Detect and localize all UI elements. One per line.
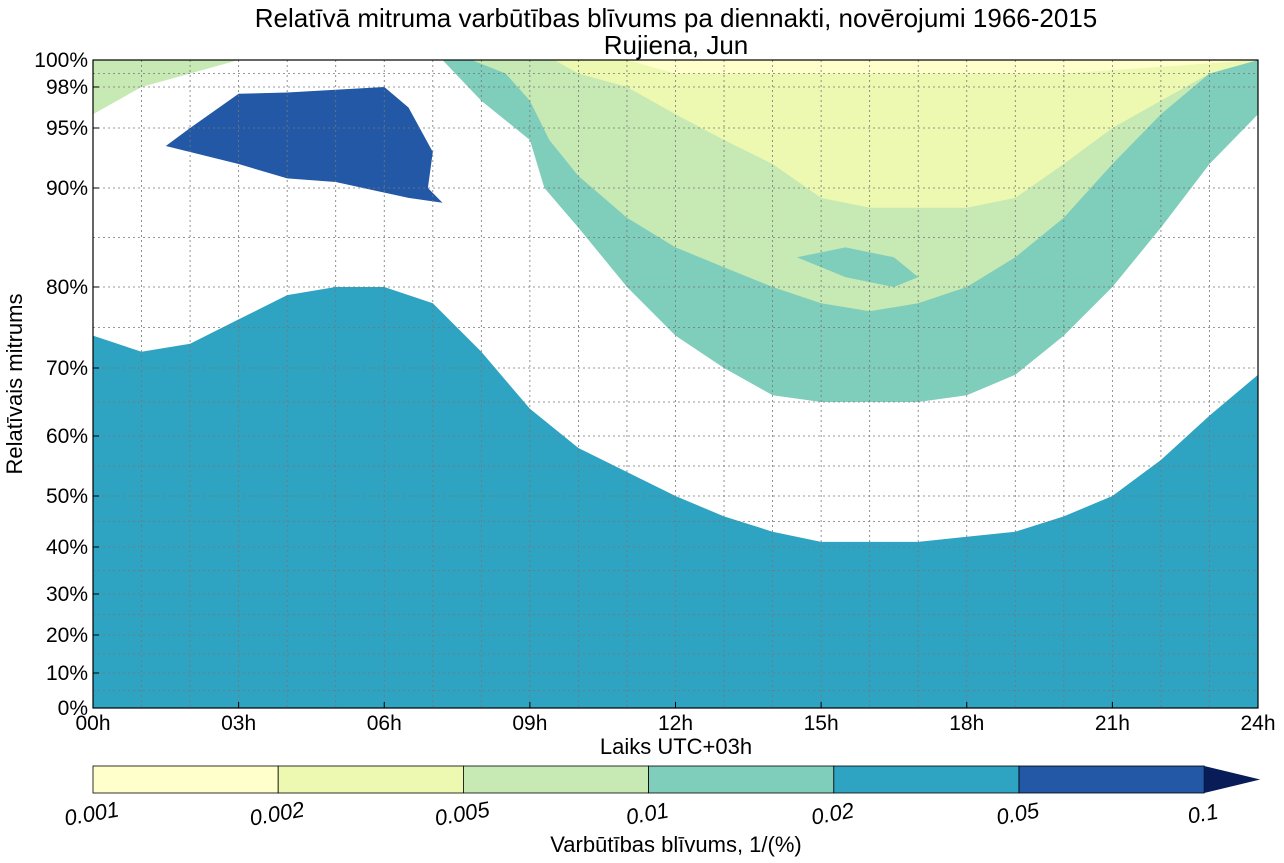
dark-core-0.05 [165, 87, 443, 203]
inner-spot-0.01 [796, 247, 919, 287]
y-tick-label: 60% [46, 425, 88, 448]
colorbar-tick-label: 0.05 [994, 797, 1041, 829]
contour-band-4 [93, 287, 1258, 708]
y-tick-label: 95% [46, 117, 88, 140]
y-tick-label: 70% [46, 357, 88, 380]
x-axis-label: Laiks UTC+03h [600, 734, 752, 759]
colorbar-tick-label: 0.002 [248, 797, 307, 831]
colorbar-segment [1018, 765, 1205, 794]
chart-subtitle: Rujiena, Jun [604, 30, 749, 60]
chart-title: Relatīvā mitruma varbūtības blīvums pa d… [255, 3, 1098, 33]
y-tick-label: 30% [46, 583, 88, 606]
top-left-band [93, 60, 443, 115]
colorbar-segment [833, 765, 1020, 794]
colorbar-extend-arrow [1204, 766, 1261, 793]
y-tick-label: 40% [46, 536, 88, 559]
x-tick-label: 09h [512, 712, 547, 735]
colorbar-tick-label: 0.005 [433, 796, 492, 830]
y-tick-label: 80% [46, 276, 88, 299]
y-tick-label: 20% [46, 624, 88, 647]
x-axis: 00h 03h 06h 09h 12h 15h 18h 21h 24h [75, 702, 1276, 735]
colorbar-tick-label: 0.001 [62, 797, 121, 831]
y-tick-label: 98% [46, 76, 88, 99]
colorbar-label: Varbūtības blīvums, 1/(%) [550, 832, 801, 857]
x-tick-label: 21h [1095, 712, 1130, 735]
colorbar-tick-label: 0.02 [809, 798, 856, 830]
x-tick-label: 03h [221, 712, 256, 735]
x-tick-label: 06h [367, 712, 402, 735]
x-tick-label: 15h [804, 712, 839, 735]
x-tick-label: 00h [75, 712, 110, 735]
colorbar-tick-label: 0.01 [624, 798, 671, 830]
x-tick-label: 18h [949, 712, 984, 735]
colorbar-segment [92, 765, 279, 794]
y-axis: 0% 10% 20% 30% 40% 50% 60% 70% 80% 90% 95% 98% 100% [34, 49, 99, 720]
y-tick-label: 50% [46, 485, 88, 508]
y-axis-label: Relatīvais mitrums [2, 294, 27, 475]
y-tick-label: 10% [46, 662, 88, 685]
colorbar-segment [648, 765, 835, 794]
colorbar-segment [462, 765, 649, 794]
y-tick-label: 100% [34, 49, 88, 72]
inner-band-0.002 [554, 60, 1258, 208]
x-tick-label: 24h [1240, 712, 1275, 735]
colorbar-segment [277, 765, 464, 794]
colorbar-tick-label: 0.1 [1186, 799, 1220, 829]
y-tick-label: 90% [46, 177, 88, 200]
colorbar: 0.001 0.002 0.005 0.01 0.02 0.05 0.1 [62, 765, 1261, 831]
x-tick-label: 12h [658, 712, 693, 735]
inner-band-0.001 [627, 60, 1258, 74]
y-tick-label: 0% [58, 697, 88, 720]
